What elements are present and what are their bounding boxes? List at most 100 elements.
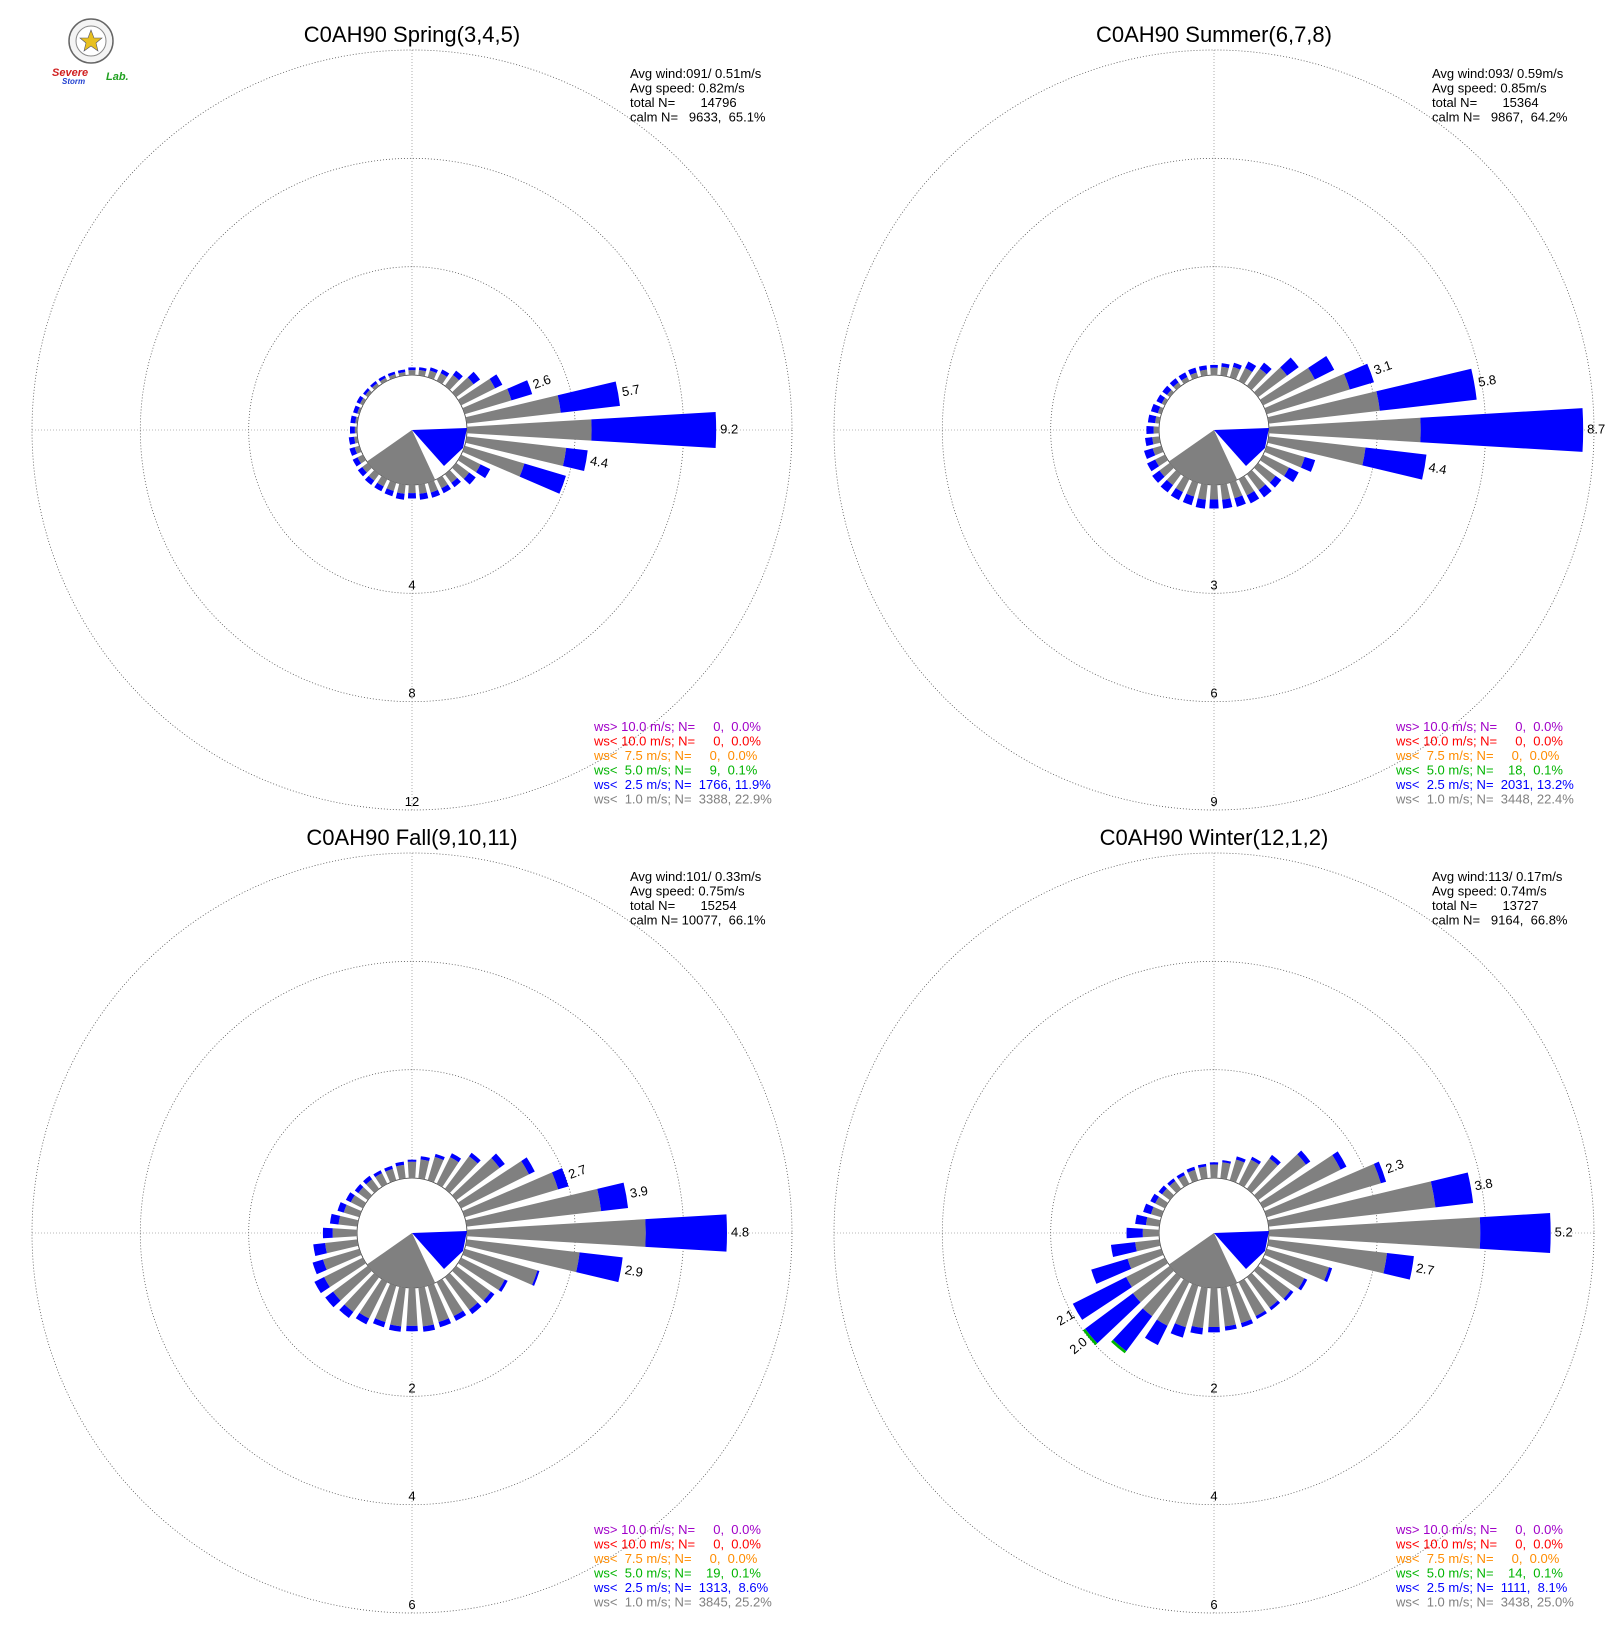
petal-ws-lt25 bbox=[420, 1156, 430, 1162]
legend-entry: ws< 5.0 m/s; N= 18, 0.1% bbox=[1395, 763, 1563, 778]
petal-ws-lt1 bbox=[1220, 1162, 1231, 1180]
petal-ws-lt1 bbox=[1152, 445, 1164, 456]
petal-ws-lt1 bbox=[451, 1265, 491, 1301]
petal-ws-lt25 bbox=[489, 374, 503, 389]
petal-ws-lt1 bbox=[457, 1160, 529, 1209]
petal-ws-lt1 bbox=[1264, 445, 1305, 468]
petal-ws-lt1 bbox=[358, 1187, 373, 1201]
petal-ws-lt25 bbox=[384, 488, 394, 497]
petal-ws-lt25 bbox=[532, 1270, 540, 1286]
petal-ws-lt25 bbox=[349, 447, 358, 456]
logo-text-lab: Lab. bbox=[106, 71, 129, 83]
petal-ws-lt25 bbox=[384, 1165, 393, 1172]
petal-ws-lt25 bbox=[491, 1153, 505, 1168]
petal-ws-lt1 bbox=[1173, 382, 1182, 391]
petal-ws-lt25 bbox=[337, 1202, 347, 1213]
petal-ws-lt25 bbox=[1072, 1277, 1132, 1320]
petal-ws-lt1 bbox=[1166, 389, 1175, 398]
petal-ws-lt25 bbox=[314, 1277, 330, 1294]
petal-ws-lt1 bbox=[1264, 1248, 1329, 1281]
petal-ws-lt1 bbox=[1268, 1217, 1481, 1249]
legend-entry: ws< 2.5 m/s; N= 1111, 8.1% bbox=[1395, 1580, 1568, 1595]
petal-ws-lt1 bbox=[1259, 367, 1315, 406]
petal-ws-lt25 bbox=[1152, 470, 1165, 483]
petal-ws-lt1 bbox=[1198, 1166, 1208, 1180]
petal-ws-lt1 bbox=[350, 1195, 367, 1209]
petal-ws-lt25 bbox=[1255, 1310, 1267, 1319]
peak-value-label: 2.7 bbox=[566, 1162, 588, 1182]
petal-ws-lt25 bbox=[1324, 1267, 1333, 1282]
petal-ws-lt1 bbox=[1238, 367, 1253, 385]
petal-ws-lt25 bbox=[1197, 1163, 1207, 1168]
petal-ws-lt25 bbox=[1209, 1162, 1219, 1165]
petal-ws-lt1 bbox=[1126, 1257, 1169, 1288]
peak-value-label: 3.9 bbox=[629, 1183, 649, 1201]
petal-ws-lt25 bbox=[1221, 363, 1230, 369]
petal-ws-lt25 bbox=[551, 1168, 569, 1190]
peak-value-label: 3.8 bbox=[1473, 1175, 1493, 1193]
petal-ws-lt1 bbox=[1132, 1265, 1175, 1303]
petal-ws-lt1 bbox=[1267, 1239, 1388, 1274]
petal-ws-lt25 bbox=[1280, 357, 1299, 376]
petal-ws-lt25 bbox=[407, 1159, 417, 1162]
petal-ws-lt1 bbox=[465, 1188, 602, 1227]
petal-ws-lt25 bbox=[429, 367, 438, 374]
petal-ws-lt1 bbox=[385, 1168, 397, 1183]
petal-ws-lt1 bbox=[1210, 367, 1218, 376]
logo-text-severe: Severe bbox=[52, 67, 88, 79]
legend-entry: ws< 10.0 m/s; N= 0, 0.0% bbox=[1395, 734, 1563, 749]
petal-ws-lt25 bbox=[1234, 495, 1246, 507]
petal-ws-lt1 bbox=[1175, 475, 1190, 493]
petal-ws-lt25 bbox=[1190, 1326, 1204, 1335]
petal-ws-lt1 bbox=[462, 1172, 559, 1218]
stat-line: Avg wind:091/ 0.51m/s bbox=[630, 66, 762, 81]
petal-ws-lt25 bbox=[312, 1259, 327, 1275]
wind-rose-panel: 2.3 3.8 5.2 2.7 2.0 2.1 2 4 6 C0AH90 Winter(12,1,… bbox=[833, 825, 1595, 1614]
petal-ws-lt25 bbox=[562, 447, 588, 471]
petal-ws-lt1 bbox=[1267, 1181, 1436, 1227]
petal-ws-lt25 bbox=[1297, 1150, 1311, 1165]
petal-ws-lt1 bbox=[396, 1164, 406, 1180]
mean-wind-sector bbox=[1214, 428, 1269, 466]
petal-ws-lt1 bbox=[1187, 1169, 1199, 1183]
petal-ws-lt1 bbox=[1169, 1181, 1182, 1194]
petal-ws-lt1 bbox=[322, 1248, 362, 1270]
peak-value-label: 4.8 bbox=[731, 1224, 749, 1239]
petal-ws-lt25 bbox=[1240, 1319, 1254, 1328]
petal-ws-lt25 bbox=[1376, 368, 1477, 411]
stat-line: Avg wind:093/ 0.59m/s bbox=[1432, 66, 1564, 81]
stat-line: total N= 15254 bbox=[630, 898, 737, 913]
petal-ws-lt1 bbox=[462, 445, 525, 477]
petal-ws-lt1 bbox=[324, 1257, 367, 1288]
petal-ws-lt1 bbox=[354, 436, 359, 444]
petal-ws-lt1 bbox=[344, 1272, 380, 1312]
stat-line: calm N= 9633, 65.1% bbox=[630, 110, 766, 125]
petal-ws-lt1 bbox=[1246, 1158, 1278, 1194]
petal-ws-lt1 bbox=[466, 1219, 646, 1247]
petal-ws-lt1 bbox=[444, 1272, 478, 1310]
petal-ws-lt25 bbox=[363, 1175, 373, 1185]
petal-ws-lt25 bbox=[1308, 355, 1335, 380]
petal-ws-lt1 bbox=[444, 469, 458, 483]
petal-ws-lt1 bbox=[332, 1228, 358, 1238]
petal-ws-lt1 bbox=[386, 480, 397, 492]
petal-ws-lt25 bbox=[387, 371, 396, 377]
petal-ws-lt25 bbox=[372, 1318, 386, 1328]
petal-ws-lt1 bbox=[375, 1283, 397, 1323]
legend-entry: ws< 7.5 m/s; N= 0, 0.0% bbox=[1395, 748, 1560, 763]
petal-ws-lt25 bbox=[397, 369, 406, 374]
petal-ws-lt25 bbox=[1162, 385, 1172, 396]
petal-ws-lt25 bbox=[378, 375, 386, 382]
petal-ws-lt1 bbox=[366, 1179, 380, 1194]
petal-ws-lt1 bbox=[427, 480, 438, 493]
petal-ws-lt1 bbox=[1229, 480, 1243, 499]
severe-storm-lab-logo: Severe Storm Lab. bbox=[52, 18, 129, 86]
petal-ws-lt1 bbox=[1191, 1286, 1208, 1328]
petal-ws-lt25 bbox=[349, 426, 355, 434]
petal-ws-lt1 bbox=[427, 1283, 449, 1323]
petal-ws-lt1 bbox=[379, 377, 388, 385]
wind-rose-panel: 2.6 5.7 9.2 4.4 4 8 12 C0AH90 Spring(3,4,5) Avg … bbox=[31, 22, 793, 811]
legend-entry: ws< 5.0 m/s; N= 19, 0.1% bbox=[593, 1566, 761, 1581]
petal-ws-lt1 bbox=[397, 483, 406, 494]
petal-ws-lt1 bbox=[457, 1257, 505, 1291]
